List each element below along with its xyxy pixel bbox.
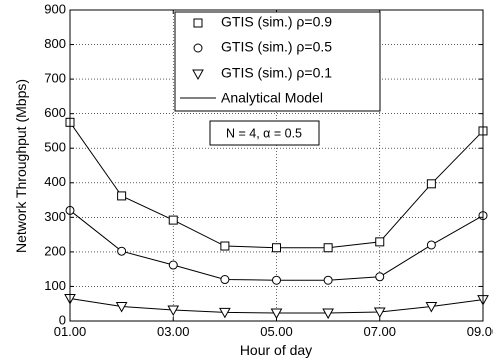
data-point-series-3	[322, 308, 334, 320]
x-tick-label: 09.00	[467, 324, 493, 339]
y-tick-label: 900	[44, 1, 66, 16]
y-tick-label: 300	[44, 209, 66, 224]
legend-markers	[192, 18, 204, 81]
x-tick-label: 07.00	[363, 324, 396, 339]
data-point-series-1	[272, 243, 281, 253]
legend-label-rho-0.5: GTIS (sim.) ρ=0.5	[221, 39, 332, 55]
legend-marker-series-1	[193, 18, 203, 28]
y-tick-label: 0	[59, 312, 66, 327]
data-point-series-2	[117, 246, 127, 256]
legend: GTIS (sim.) ρ=0.9 GTIS (sim.) ρ=0.5 GTIS…	[174, 11, 381, 112]
data-point-series-3	[219, 307, 231, 319]
data-point-series-3	[270, 308, 283, 320]
y-tick-label: 700	[44, 71, 66, 86]
legend-marker-series-3	[192, 69, 204, 81]
x-axis-label: Hour of day	[240, 342, 312, 358]
data-point-series-3	[373, 307, 386, 319]
parameter-annotation: N = 4, α = 0.5	[209, 120, 320, 146]
legend-label-rho-0.1: GTIS (sim.) ρ=0.1	[221, 65, 332, 81]
annotation-text: N = 4, α = 0.5	[226, 126, 302, 140]
y-tick-label: 200	[44, 243, 66, 258]
y-axis-label: Network Throughput (Mbps)	[13, 79, 29, 253]
legend-marker-series-2	[193, 43, 203, 53]
data-point-series-1	[168, 215, 178, 225]
x-tick-label: 01.00	[54, 324, 87, 339]
data-point-series-1	[375, 237, 385, 247]
data-point-series-1	[426, 179, 436, 189]
series-markers	[64, 117, 489, 320]
data-point-series-2	[375, 272, 385, 282]
legend-box	[174, 11, 381, 112]
annotation-box	[209, 120, 320, 146]
x-tick-label: 03.00	[157, 324, 190, 339]
data-point-series-3	[425, 301, 438, 313]
data-point-series-1	[117, 191, 127, 201]
data-point-series-2	[168, 260, 178, 270]
x-tick-label: 05.00	[260, 324, 293, 339]
data-point-series-2	[426, 240, 436, 250]
y-tick-label: 600	[44, 105, 66, 120]
data-point-series-1	[220, 241, 230, 251]
legend-label-analytical: Analytical Model	[221, 90, 323, 106]
y-tick-label: 100	[44, 278, 66, 293]
y-tick-label: 800	[44, 36, 66, 51]
data-point-series-3	[167, 305, 180, 316]
data-point-series-1	[323, 243, 333, 253]
axis-tick-labels: 0 100 200 300 400 500 600 700 800 900 01.00 03.00 05…	[44, 1, 493, 339]
data-point-series-2	[323, 275, 333, 285]
data-point-series-2	[220, 275, 230, 285]
y-tick-label: 500	[44, 140, 66, 155]
data-point-series-2	[272, 275, 281, 285]
legend-label-rho-0.9: GTIS (sim.) ρ=0.9	[221, 14, 332, 30]
axis-ticks	[69, 9, 484, 322]
data-point-series-3	[115, 301, 128, 313]
y-tick-label: 400	[44, 174, 66, 189]
